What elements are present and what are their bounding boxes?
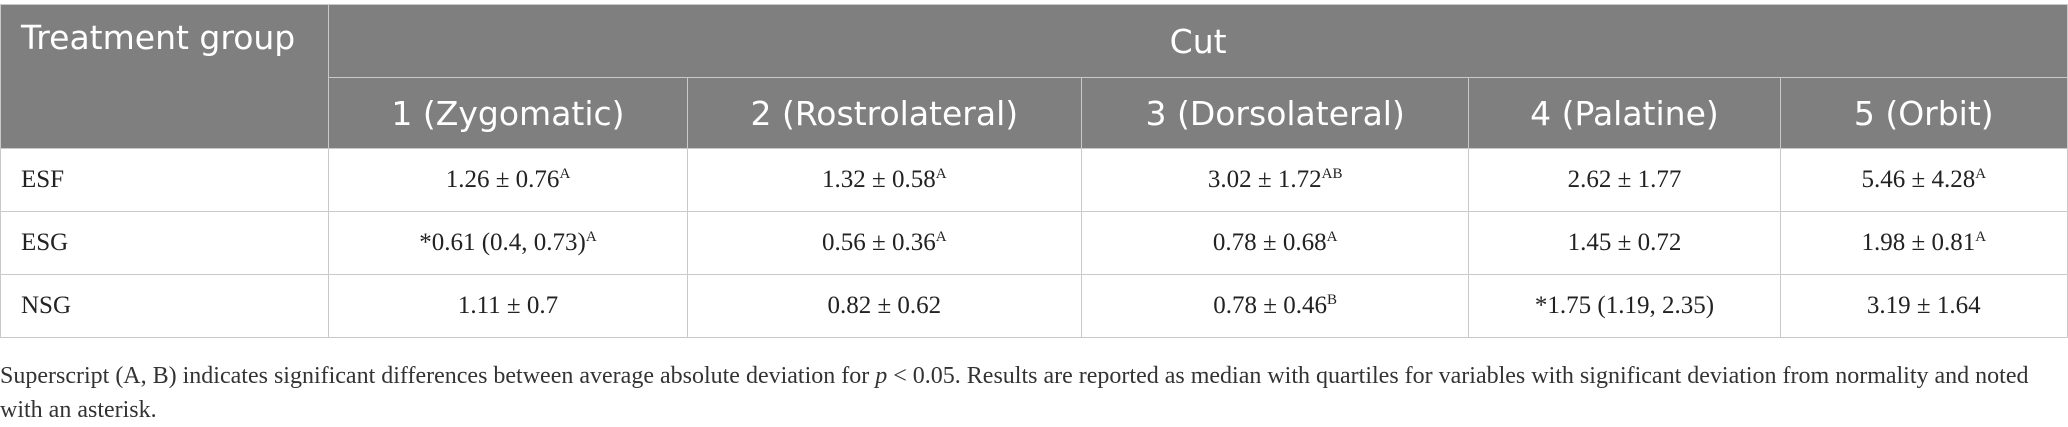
results-table: Treatment group Cut 1 (Zygomatic) 2 (Ros… — [0, 4, 2068, 338]
header-row-columns: 1 (Zygomatic) 2 (Rostrolateral) 3 (Dorso… — [1, 77, 2068, 149]
table-cell: 2.62 ± 1.77 — [1468, 148, 1781, 212]
cut-header: Cut — [328, 4, 2068, 78]
column-header-rostrolateral: 2 (Rostrolateral) — [686, 77, 1082, 149]
treatment-group-header: Treatment group — [0, 4, 330, 149]
table-row: ESF 1.26 ± 0.76A 1.32 ± 0.58A 3.02 ± 1.7… — [0, 148, 2068, 212]
table-row: ESG *0.61 (0.4, 0.73)A 0.56 ± 0.36A 0.78… — [0, 211, 2068, 275]
cell-value: 0.82 ± 0.62 — [827, 292, 942, 319]
significance-superscript: A — [935, 229, 947, 245]
results-table-container: Treatment group Cut 1 (Zygomatic) 2 (Ros… — [0, 4, 2068, 338]
significance-superscript: B — [1327, 292, 1338, 308]
row-label: NSG — [0, 274, 330, 338]
significance-superscript: A — [585, 229, 597, 245]
table-cell: 1.32 ± 0.58A — [686, 148, 1082, 212]
cell-value: *1.75 (1.19, 2.35) — [1534, 292, 1715, 319]
cell-value: 3.19 ± 1.64 — [1866, 292, 1981, 319]
p-value-symbol: p — [875, 363, 888, 389]
cell-value: 2.62 ± 1.77 — [1567, 166, 1682, 193]
table-cell: 3.19 ± 1.64 — [1779, 274, 2068, 338]
cell-value: 1.45 ± 0.72 — [1567, 229, 1682, 256]
table-cell: 1.45 ± 0.72 — [1468, 211, 1781, 275]
table-cell: 1.26 ± 0.76A — [328, 148, 688, 212]
table-footnote: Superscript (A, B) indicates significant… — [0, 359, 2050, 427]
table-cell: 1.11 ± 0.7 — [328, 274, 688, 338]
table-cell: 5.46 ± 4.28A — [1779, 148, 2068, 212]
cell-value: 1.11 ± 0.7 — [457, 292, 559, 319]
table-cell: 3.02 ± 1.72AB — [1080, 148, 1470, 212]
table-cell: 0.56 ± 0.36A — [686, 211, 1082, 275]
table-cell: 0.82 ± 0.62 — [686, 274, 1082, 338]
table-cell: 0.78 ± 0.68A — [1080, 211, 1470, 275]
cell-value: 0.78 ± 0.46 — [1213, 292, 1328, 319]
significance-superscript: A — [1975, 229, 1987, 245]
column-header-orbit: 5 (Orbit) — [1779, 77, 2068, 149]
column-header-zygomatic: 1 (Zygomatic) — [328, 77, 688, 149]
significance-superscript: A — [1975, 166, 1987, 182]
header-row-top: Treatment group Cut — [0, 4, 2068, 149]
cell-value: 1.32 ± 0.58 — [822, 166, 936, 193]
table-cell: 0.78 ± 0.46B — [1080, 274, 1470, 338]
column-header-dorsolateral: 3 (Dorsolateral) — [1080, 77, 1470, 149]
significance-superscript: A — [1326, 229, 1338, 245]
row-label: ESF — [0, 148, 330, 212]
table-cell: *1.75 (1.19, 2.35) — [1468, 274, 1781, 338]
table-cell: *0.61 (0.4, 0.73)A — [328, 211, 688, 275]
table-row: NSG 1.11 ± 0.7 0.82 ± 0.62 0.78 ± 0.46B … — [0, 274, 2068, 338]
cell-value: 1.98 ± 0.81 — [1861, 229, 1976, 256]
footnote-text-part2: < 0.05. Results are reported as median w… — [0, 363, 2029, 423]
significance-superscript: A — [935, 166, 947, 182]
footnote-text-part1: Superscript (A, B) indicates significant… — [0, 363, 876, 389]
significance-superscript: A — [559, 166, 571, 182]
column-header-palatine: 4 (Palatine) — [1468, 77, 1781, 149]
table-cell: 1.98 ± 0.81A — [1779, 211, 2068, 275]
cell-value: 0.78 ± 0.68 — [1212, 229, 1327, 256]
cell-value: 1.26 ± 0.76 — [445, 166, 560, 193]
row-label: ESG — [0, 211, 330, 275]
cell-value: *0.61 (0.4, 0.73) — [419, 229, 586, 256]
cell-value: 3.02 ± 1.72 — [1207, 166, 1322, 193]
significance-superscript: AB — [1321, 166, 1343, 182]
cell-value: 5.46 ± 4.28 — [1861, 166, 1976, 193]
cell-value: 0.56 ± 0.36 — [822, 229, 936, 256]
